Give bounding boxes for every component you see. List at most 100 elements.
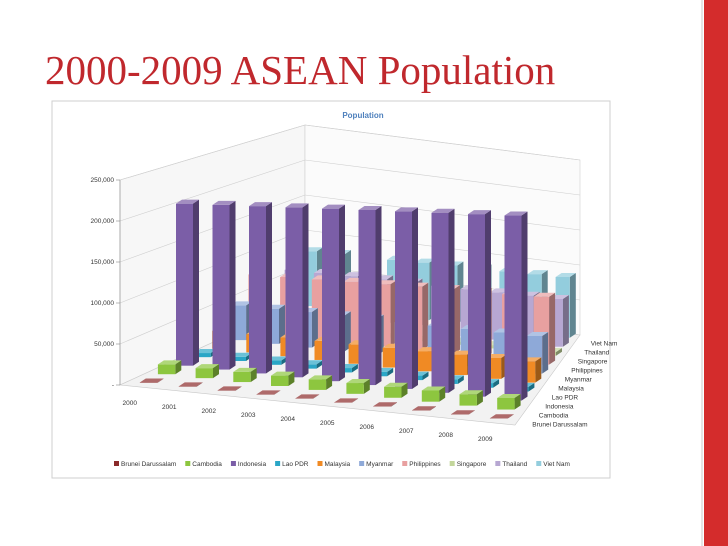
legend-swatch xyxy=(536,461,542,466)
bar-top xyxy=(139,378,164,383)
bar-side xyxy=(196,382,203,387)
bar-side xyxy=(493,379,500,388)
bar-top xyxy=(334,398,359,403)
bar xyxy=(229,356,246,361)
bar-side xyxy=(391,402,397,407)
bar-side xyxy=(448,208,455,393)
x-tick-label: 2005 xyxy=(320,420,335,427)
bar-side xyxy=(175,360,182,375)
bar-side xyxy=(422,371,429,381)
bar-side xyxy=(412,207,418,389)
bar xyxy=(271,375,289,386)
bar-top xyxy=(195,364,219,369)
depth-label: Cambodia xyxy=(539,413,569,420)
legend-label: Cambodia xyxy=(192,461,222,468)
depth-label: Indonesia xyxy=(545,404,574,411)
y-tick-label: - xyxy=(112,382,114,389)
bar-top xyxy=(157,360,182,365)
bar-side xyxy=(535,357,542,383)
bar-top xyxy=(373,402,397,407)
bar-side xyxy=(266,202,272,374)
bar-side xyxy=(363,379,370,394)
bar-top xyxy=(176,199,199,204)
x-tick-label: 2001 xyxy=(162,404,177,411)
bar-side xyxy=(569,273,576,338)
bar-side xyxy=(542,331,549,374)
grid-line xyxy=(119,124,306,181)
bar-top xyxy=(468,210,491,215)
legend-swatch xyxy=(317,461,323,466)
bar-top xyxy=(358,205,382,210)
bar xyxy=(346,383,364,394)
y-tick-label: 150,000 xyxy=(91,259,115,266)
bar-side xyxy=(375,205,382,386)
depth-label: Singapore xyxy=(578,359,608,366)
bar-top xyxy=(527,270,548,275)
chart-title: Population xyxy=(342,111,383,120)
bar-side xyxy=(213,364,219,379)
bar-side xyxy=(313,394,320,399)
bar-top xyxy=(346,379,370,384)
bar-top xyxy=(384,382,408,387)
bar xyxy=(459,394,477,406)
depth-label: Viet Nam xyxy=(591,341,618,348)
bar-side xyxy=(422,282,429,350)
x-tick-label: 2002 xyxy=(202,408,217,415)
bar-side xyxy=(457,375,464,384)
x-tick-label: 2006 xyxy=(360,424,375,431)
bar-top xyxy=(412,406,436,411)
bar xyxy=(212,204,230,370)
bar-top xyxy=(533,292,556,297)
bar-top xyxy=(233,367,257,372)
y-tick-label: 50,000 xyxy=(94,341,114,348)
depth-label: Myanmar xyxy=(565,377,593,384)
bar-top xyxy=(451,410,475,415)
bar-side xyxy=(288,371,295,386)
bar-side xyxy=(401,382,408,398)
bar-side xyxy=(344,311,351,352)
bar-top xyxy=(504,211,528,216)
bar-top xyxy=(194,349,217,354)
x-tick-label: 2008 xyxy=(439,432,454,439)
legend-label: Thailand xyxy=(502,461,527,468)
bar xyxy=(504,215,522,401)
x-tick-label: 2007 xyxy=(399,428,414,435)
bar-side xyxy=(279,304,285,344)
bar-top xyxy=(271,371,295,376)
bar-top xyxy=(395,207,418,212)
bar xyxy=(322,208,339,382)
legend-swatch xyxy=(230,461,236,466)
bar-side xyxy=(439,386,446,402)
bar-side xyxy=(485,210,491,397)
bar-side xyxy=(311,308,318,348)
bar-top xyxy=(295,394,320,399)
bar-side xyxy=(193,199,199,366)
bar-side xyxy=(351,364,358,373)
bar xyxy=(195,368,213,379)
bar-top xyxy=(285,203,309,208)
bar-top xyxy=(230,301,253,306)
bar-top xyxy=(249,202,272,207)
legend-swatch xyxy=(185,461,191,466)
bar-side xyxy=(454,285,460,354)
bar xyxy=(233,371,251,383)
grid-line xyxy=(119,159,306,222)
legend-label: Malaysia xyxy=(325,461,351,468)
x-tick-label: 2009 xyxy=(478,436,493,443)
bar-side xyxy=(476,390,483,406)
side-stripe xyxy=(704,0,728,546)
x-tick-label: 2003 xyxy=(241,412,256,419)
legend-label: Indonesia xyxy=(238,461,267,468)
legend-label: Myanmar xyxy=(366,461,394,468)
bar-top xyxy=(489,414,514,419)
bar-top xyxy=(212,200,236,205)
bar xyxy=(382,347,399,368)
bar xyxy=(450,354,468,376)
y-tick-label: 250,000 xyxy=(91,177,115,184)
grid-line xyxy=(304,159,581,196)
bar xyxy=(421,390,440,402)
legend-swatch xyxy=(495,461,501,466)
x-tick-label: 2004 xyxy=(281,416,296,423)
bar-top xyxy=(217,386,242,391)
bar xyxy=(497,397,515,410)
